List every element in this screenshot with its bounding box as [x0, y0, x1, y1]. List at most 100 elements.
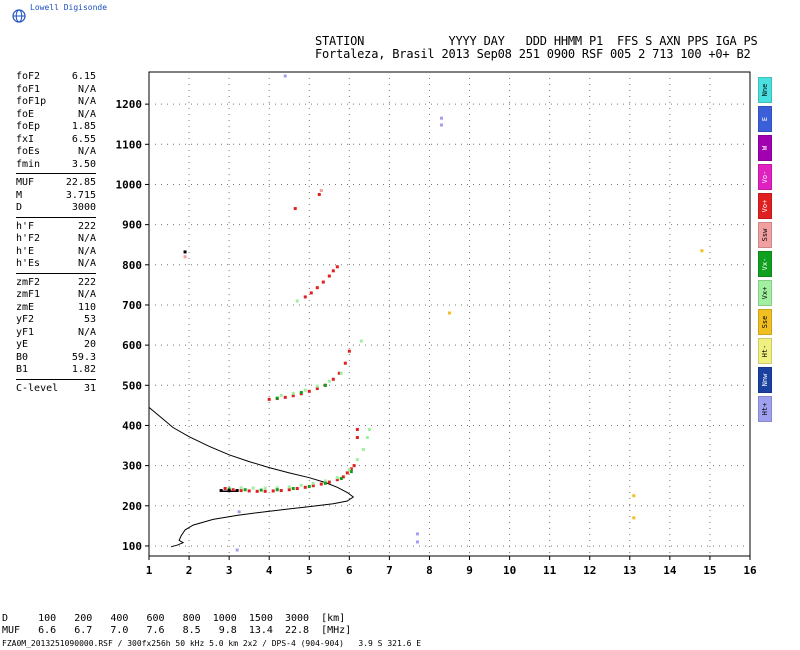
echo-point [341, 475, 345, 479]
header-line-1: STATION YYYY DAY DDD HHMM P1 FFS S AXN P… [315, 34, 758, 48]
echo-point [323, 479, 327, 483]
echo-point [183, 255, 187, 259]
param-value: 3000 [71, 202, 96, 213]
echo-point [237, 510, 241, 514]
param-row: fxI 6.55 [16, 134, 96, 147]
echo-point [315, 387, 319, 391]
echo-point [303, 485, 307, 489]
plot-frame [148, 71, 751, 557]
legend-label: Nnw [761, 373, 769, 387]
param-row: foF1 N/A [16, 84, 96, 97]
param-row: yF2 53 [16, 314, 96, 327]
echo-point [319, 188, 323, 192]
echo-point [439, 123, 443, 127]
echo-point [299, 483, 303, 487]
param-value: N/A [77, 289, 96, 300]
legend-item: Nne [758, 77, 772, 103]
echo-point [327, 480, 331, 484]
echo-point [367, 427, 371, 431]
x-tick-label: 1 [146, 564, 153, 577]
param-value: 53 [83, 314, 96, 325]
echo-point [291, 394, 295, 398]
param-value: N/A [77, 326, 96, 338]
echo-point [223, 487, 227, 491]
echo-point [319, 482, 323, 486]
param-label: h'F2 [16, 233, 41, 244]
legend-label: W [761, 145, 769, 151]
legend-label: Ssw [761, 228, 769, 242]
legend-label: E [761, 116, 769, 122]
echo-point [293, 207, 297, 211]
param-row: MUF 22.85 [16, 177, 96, 190]
param-separator [16, 173, 96, 174]
legend-label: Vo- [761, 170, 769, 184]
echo-point [303, 295, 307, 299]
x-tick-label: 13 [623, 564, 636, 577]
electron-density-profile [148, 407, 355, 548]
echo-point [295, 487, 299, 491]
param-label: h'Es [16, 258, 41, 269]
polarization-legend: Nne E W Vo- Vo+ Ssw Vx- Vx+ Sse Ht- Nnw Ht+ [758, 77, 772, 425]
muf-table: D 100 200 400 600 800 1000 1500 3000 [km… [2, 613, 351, 637]
echo-point [311, 484, 315, 488]
echo-point [335, 478, 339, 482]
param-value: 222 [77, 276, 96, 288]
param-label: zmF2 [16, 276, 41, 288]
param-label: C-level [16, 382, 59, 394]
echo-point [309, 291, 313, 295]
param-row: fmin 3.50 [16, 159, 96, 172]
x-tick-label: 11 [543, 564, 557, 577]
echo-point [271, 489, 275, 493]
param-label: foF1p [16, 96, 47, 107]
echo-point [337, 371, 341, 375]
echo-point [263, 489, 267, 493]
param-row: C-level 31 [16, 383, 96, 396]
echo-point [439, 116, 443, 120]
param-row: zmF1 N/A [16, 289, 96, 302]
echo-point [227, 489, 231, 493]
muf-distance-row: D 100 200 400 600 800 1000 1500 3000 [km… [2, 613, 346, 624]
x-tick-label: 16 [743, 564, 757, 577]
legend-item: Ssw [758, 222, 772, 248]
param-label: B0 [16, 351, 29, 363]
param-value: 1.82 [71, 364, 96, 375]
x-tick-label: 5 [306, 564, 313, 577]
param-value: 110 [77, 301, 96, 313]
echo-point [331, 377, 335, 381]
echo-point [239, 486, 243, 490]
param-value: 1.85 [71, 121, 96, 132]
param-value: 59.3 [71, 351, 96, 363]
param-label: zmF1 [16, 289, 41, 300]
echo-point [255, 489, 259, 493]
legend-label: Vx+ [761, 286, 769, 300]
echo-point [323, 481, 327, 485]
param-label: zmE [16, 301, 35, 313]
brand-name: Lowell Digisonde [30, 3, 108, 12]
echo-point [287, 488, 291, 492]
param-value: N/A [77, 83, 96, 95]
param-value: N/A [77, 146, 96, 157]
param-row: foE N/A [16, 109, 96, 122]
x-tick-label: 2 [186, 564, 193, 577]
y-tick-label: 400 [122, 419, 142, 432]
echo-point [243, 488, 247, 492]
echo-point [415, 540, 419, 544]
y-tick-label: 700 [122, 299, 142, 312]
param-label: h'E [16, 245, 35, 257]
legend-item: Nnw [758, 367, 772, 393]
echo-point [365, 436, 369, 440]
echo-point [415, 532, 419, 536]
param-separator [16, 378, 96, 380]
legend-label: Nne [761, 83, 769, 97]
legend-item: Vo+ [758, 193, 772, 219]
echo-point [247, 489, 251, 493]
echo-point [315, 286, 319, 290]
echo-point [345, 471, 349, 475]
param-label: h'F [16, 220, 35, 232]
y-tick-label: 200 [122, 500, 142, 513]
echo-point [239, 489, 243, 493]
echo-point [183, 250, 187, 254]
param-value: 6.55 [71, 133, 96, 145]
y-tick-label: 300 [122, 460, 142, 473]
echo-point [323, 383, 327, 387]
